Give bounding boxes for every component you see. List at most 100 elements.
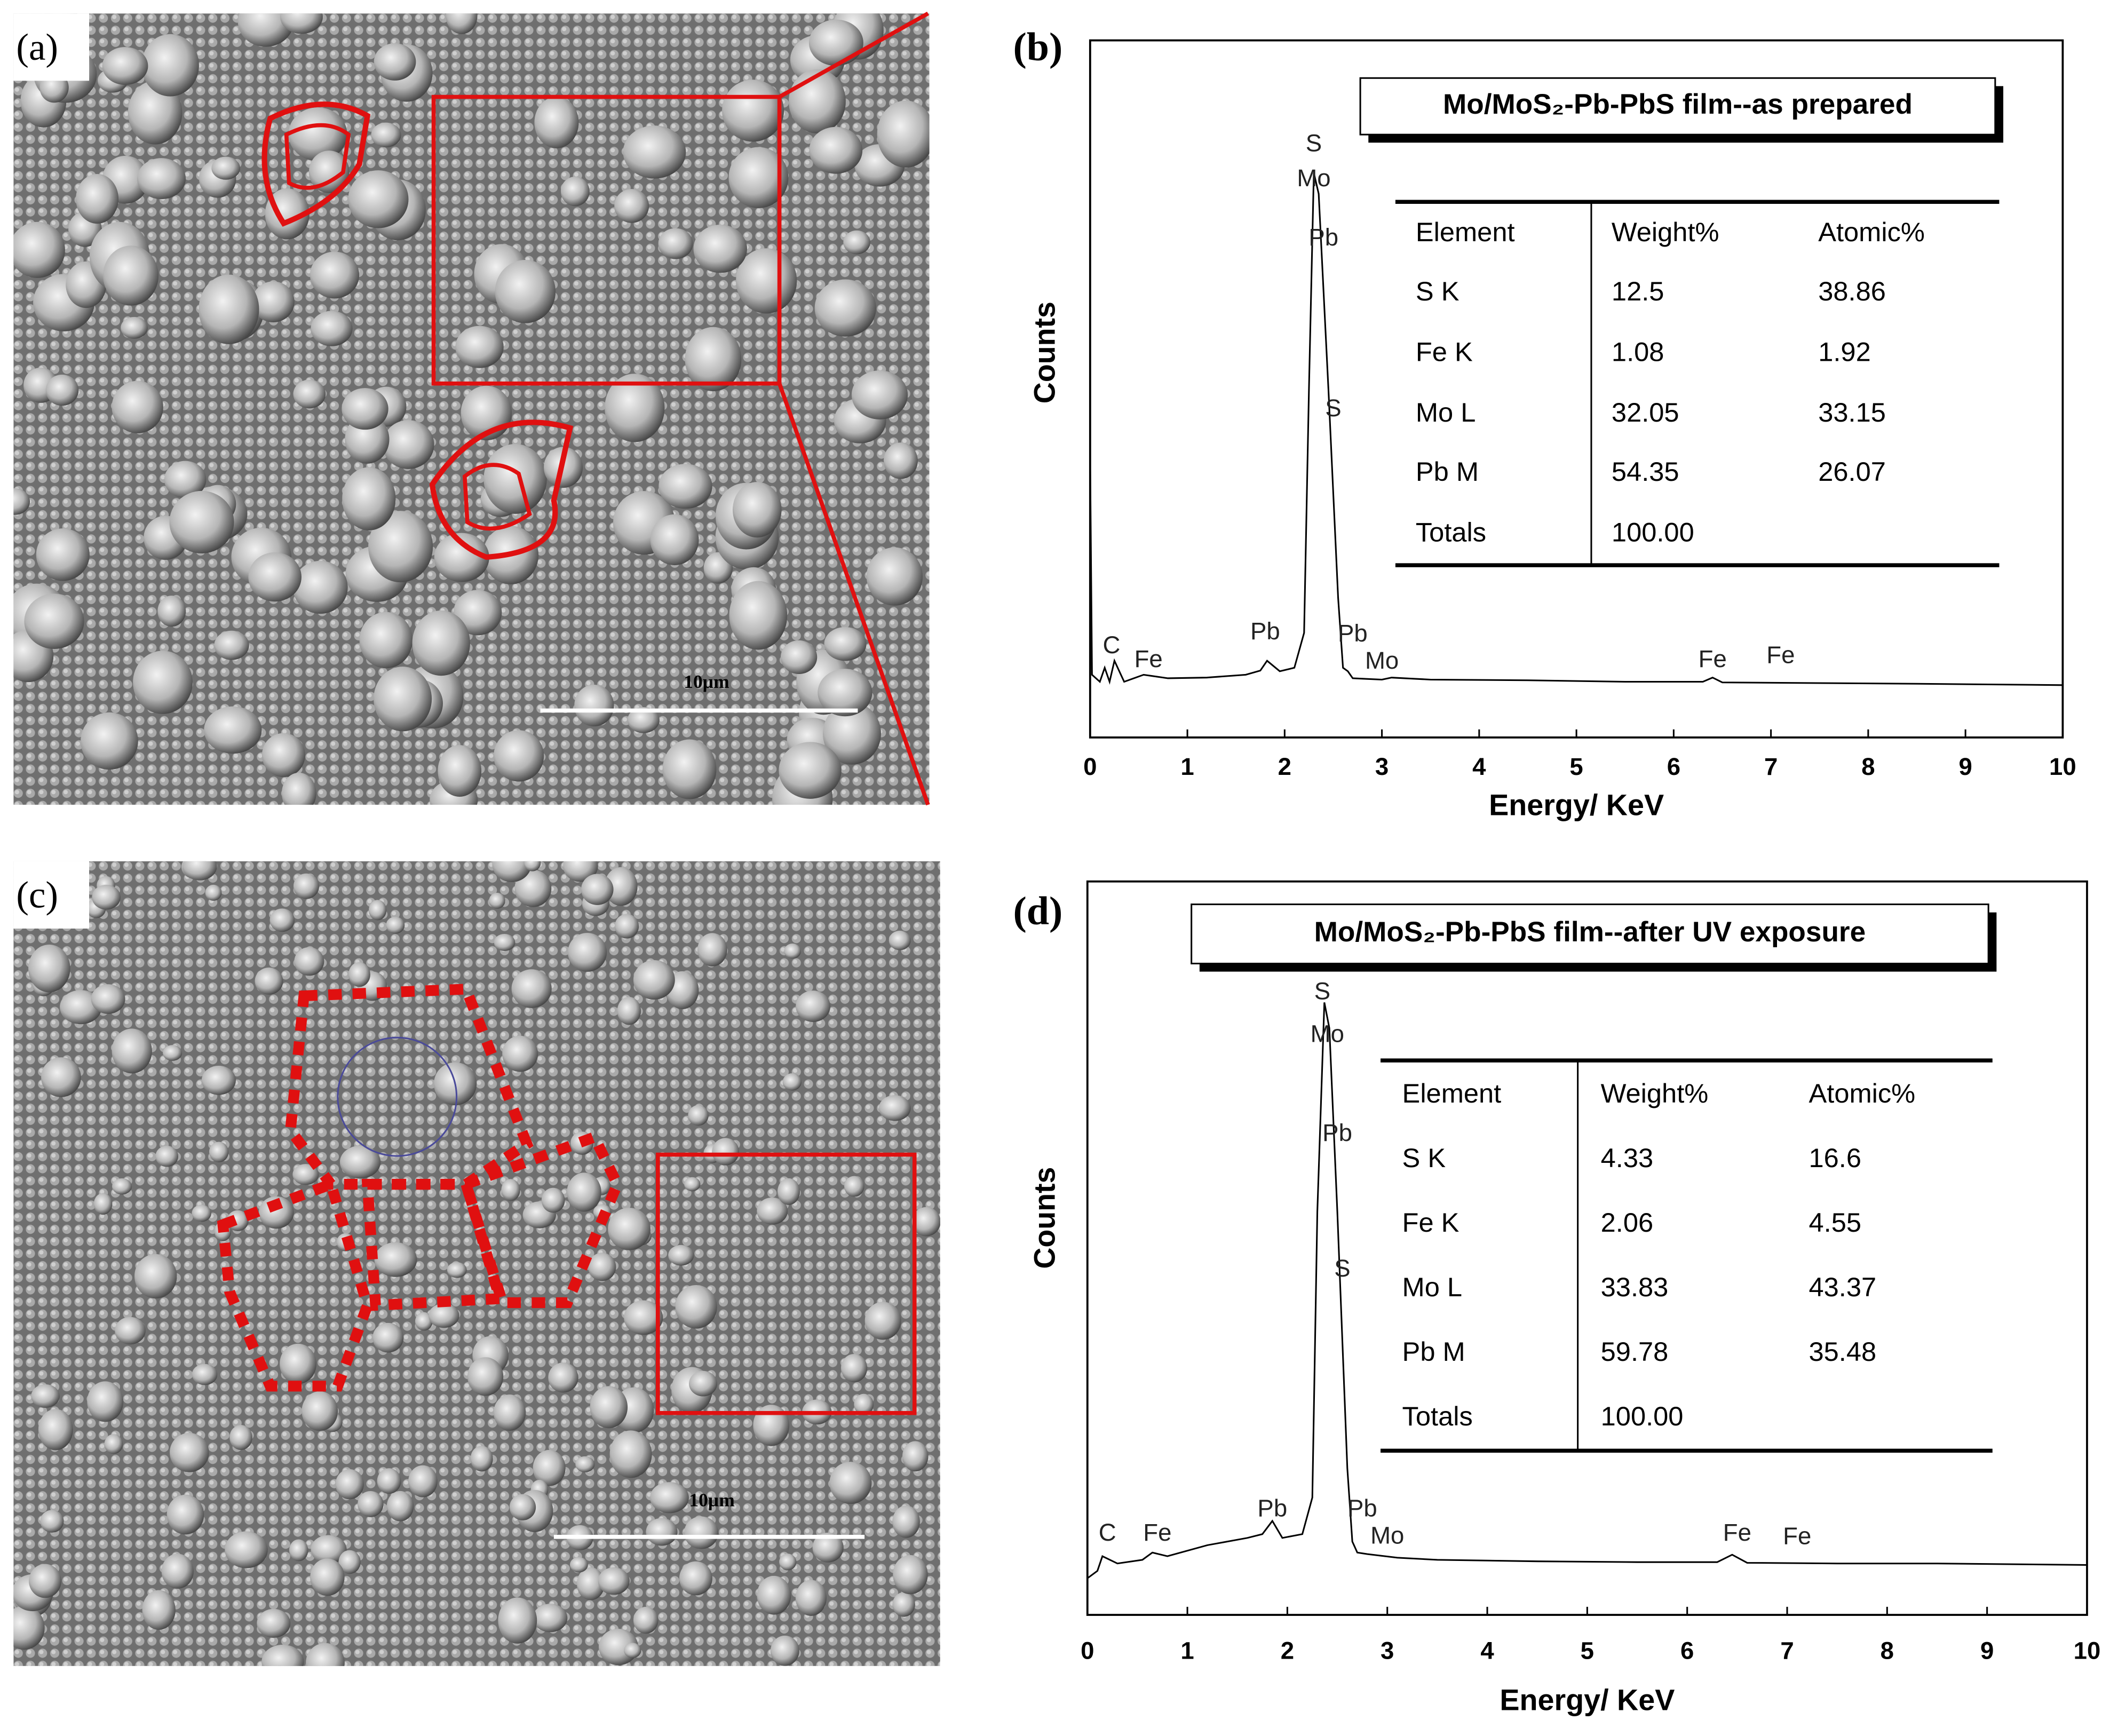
x-tick-label: 10 [2074, 1637, 2101, 1664]
particle [685, 327, 742, 392]
particle [302, 1391, 338, 1431]
particle [732, 482, 782, 538]
particle [76, 173, 119, 224]
particle [371, 122, 401, 148]
particle [374, 667, 432, 732]
particle [255, 968, 283, 995]
particle [112, 381, 163, 433]
scale-bar-label: 10µm [689, 1489, 734, 1510]
particle [489, 892, 505, 909]
particle [199, 274, 259, 344]
particle [770, 1635, 799, 1666]
particle [192, 1204, 211, 1222]
peak-label: Pb [1322, 1119, 1352, 1146]
particle [446, 13, 478, 34]
peak-label: C [1099, 1519, 1116, 1546]
table-cell: 12.5 [1612, 276, 1664, 306]
x-tick-label: 9 [1958, 753, 1972, 780]
particle [864, 1302, 901, 1340]
x-axis-label: Energy/ KeV [1500, 1684, 1675, 1717]
particle [29, 1564, 61, 1598]
particle [693, 225, 747, 273]
particle [877, 100, 930, 168]
particle [679, 1561, 712, 1596]
particle [289, 1539, 308, 1561]
particle [809, 126, 863, 174]
table-header: Atomic% [1818, 217, 1925, 247]
particle [281, 772, 316, 805]
particle [808, 19, 863, 66]
particle [498, 1597, 537, 1644]
particle [412, 610, 470, 676]
particle [493, 1394, 526, 1431]
particle [633, 1606, 659, 1634]
particle [615, 914, 639, 939]
particle [13, 488, 30, 515]
table-header: Element [1416, 217, 1515, 247]
peak-label: Fe [1783, 1523, 1811, 1550]
particle [609, 1430, 652, 1478]
particle [204, 706, 262, 754]
table-header: Atomic% [1809, 1078, 1916, 1108]
particle [24, 593, 84, 649]
particle [261, 733, 305, 778]
x-tick-label: 2 [1278, 753, 1291, 780]
peak-label: Pb [1308, 224, 1338, 251]
particle [883, 442, 918, 479]
particle [567, 1172, 601, 1212]
particle [659, 464, 712, 509]
particle [92, 884, 121, 910]
particle [534, 97, 579, 148]
particle [429, 1303, 459, 1328]
particle [588, 1253, 616, 1281]
particle [614, 189, 649, 223]
table-cell: Fe K [1402, 1207, 1459, 1238]
particle [93, 1193, 113, 1215]
table-cell: 1.92 [1818, 337, 1871, 367]
particle [650, 514, 699, 566]
particle [788, 69, 846, 133]
particle [280, 1343, 316, 1384]
particle [650, 1482, 689, 1513]
particle [163, 1045, 183, 1061]
particle [161, 1553, 194, 1589]
particle [560, 176, 590, 207]
particle [598, 1567, 630, 1595]
particle [893, 1555, 928, 1595]
table-cell: Pb M [1402, 1336, 1465, 1367]
annotations-c [217, 984, 917, 1415]
particle [434, 533, 489, 582]
sem-image [13, 861, 940, 1666]
x-tick-label: 6 [1680, 1637, 1694, 1664]
particle [137, 158, 186, 200]
peak-label: S [1334, 1255, 1350, 1282]
particle [342, 467, 396, 530]
table-header: Weight% [1601, 1078, 1709, 1108]
particle [658, 228, 693, 259]
title-box [1191, 903, 1989, 965]
particle [492, 861, 532, 882]
particle [310, 1558, 345, 1596]
particle [408, 1465, 438, 1497]
peak-label: Fe [1135, 645, 1163, 672]
particle [121, 316, 148, 339]
peak-label: Mo [1311, 1020, 1344, 1047]
peak-label: Mo [1370, 1521, 1404, 1549]
peak-label: Mo [1365, 647, 1399, 674]
particle [684, 1177, 701, 1192]
x-tick-label: 3 [1375, 753, 1389, 780]
particle [483, 443, 547, 514]
table-cell: Mo L [1416, 397, 1476, 427]
particle [675, 1285, 717, 1329]
table-cell: 100.00 [1601, 1401, 1684, 1431]
particle [795, 1580, 827, 1616]
particle [306, 1643, 345, 1666]
particle [494, 933, 515, 952]
particle [36, 528, 90, 581]
particle [548, 1362, 578, 1393]
peak-label: Fe [1766, 641, 1795, 668]
x-tick-label: 0 [1081, 1637, 1094, 1664]
particle [889, 930, 911, 950]
table-cell: 32.05 [1612, 397, 1679, 427]
